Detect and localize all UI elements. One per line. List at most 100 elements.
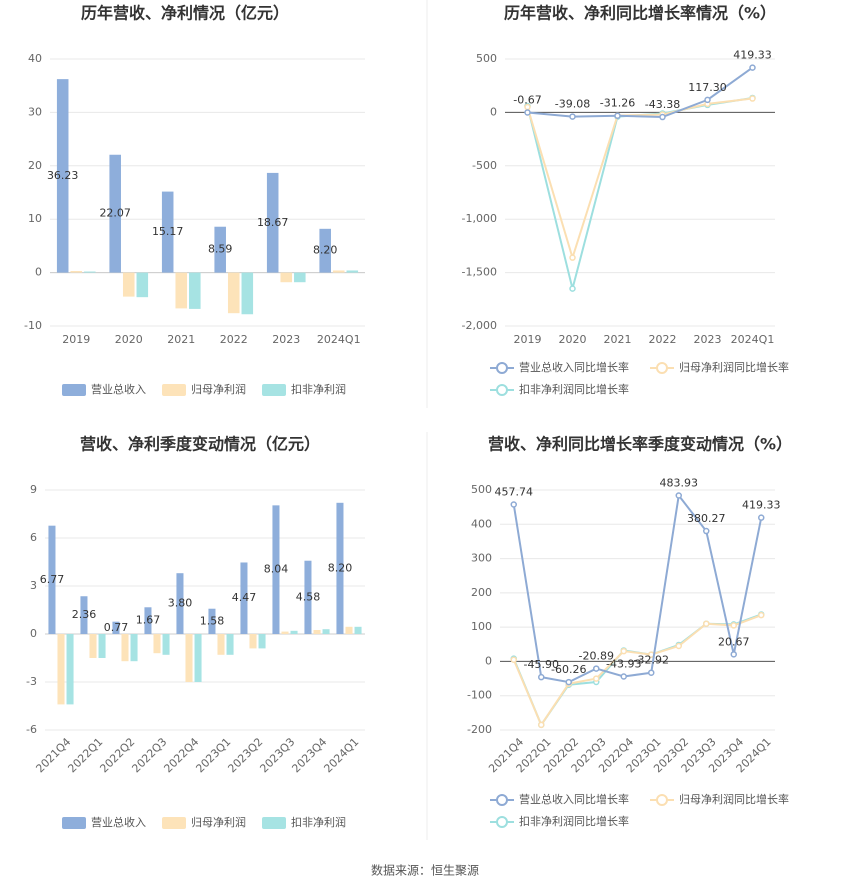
chart-title: 营收、净利季度变动情况（亿元） [80,435,320,454]
bar [136,272,149,298]
line [512,614,762,727]
data-label: -39.08 [555,98,590,111]
point [704,96,711,104]
x-tick-label: 2024Q1 [731,333,775,346]
bar [57,634,65,705]
legend-swatch [262,817,286,829]
y-tick-label: -500 [472,159,497,172]
bar [266,172,279,273]
bar [272,505,280,634]
legend-label: 归母净利润 [191,815,246,829]
data-label: 380.27 [687,512,726,525]
bar [226,634,234,655]
bar [345,626,353,634]
bar [336,502,344,634]
y-tick-label: 400 [471,517,492,530]
data-label: 419.33 [742,499,781,512]
y-tick-label: 40 [28,52,42,65]
y-tick-label: 3 [30,579,37,592]
point [565,678,572,686]
line [512,493,763,684]
y-tick-label: -100 [467,689,492,702]
y-tick-label: 300 [471,552,492,565]
legend-swatch [496,362,508,374]
bar [80,596,88,634]
point [524,109,531,116]
y-tick-label: -1,500 [462,266,497,279]
legend-label: 营业总收入 [91,815,146,829]
x-tick-label: 2022 [649,333,677,346]
point [569,285,576,292]
y-tick-label: -200 [467,723,492,736]
bar [214,226,226,273]
bar [241,272,254,315]
legend-label: 归母净利润同比增长率 [679,792,789,806]
point [620,647,627,655]
data-label: 36.23 [47,169,79,182]
bar [280,272,293,283]
point [614,112,621,119]
x-tick-label: 2020 [559,333,587,346]
source: 数据来源：恒生聚源 [371,863,479,878]
bar [112,621,120,634]
data-label: 8.20 [328,561,353,574]
legend-label: 扣非净利润同比增长率 [519,814,629,828]
point [675,492,682,499]
bar [322,629,330,634]
bar [313,630,321,634]
data-label: -20.89 [579,650,614,663]
x-tick-label: 2021 [604,333,632,346]
y-tick-label: -2,000 [462,319,497,332]
data-label: 8.20 [313,244,338,257]
data-label: 419.33 [733,49,772,62]
point [749,95,756,102]
point [510,501,517,508]
data-label: 6.77 [40,573,65,586]
y-tick-label: 500 [471,483,492,496]
bar [122,272,135,297]
data-label: 3.80 [168,597,193,610]
bar [161,191,174,273]
legend-swatch [656,362,668,374]
legend-label: 营业总收入同比增长率 [519,360,629,374]
x-tick-label: 2019 [514,333,542,346]
point [620,673,627,680]
bar [258,634,266,649]
bar [84,271,96,273]
data-label: 18.67 [257,216,289,229]
y-tick-label: -3 [26,675,37,688]
bar [319,228,331,273]
bar [185,634,193,682]
legend-swatch [496,816,508,828]
x-tick-label: 2023 [694,333,722,346]
legend-label: 归母净利润同比增长率 [679,360,789,374]
data-label: 0.77 [104,621,129,634]
x-tick-label: 2021 [167,333,195,346]
data-label: 22.07 [99,207,131,220]
point [758,514,765,521]
chart-title: 历年营收、净利情况（亿元） [81,4,289,23]
point [758,611,765,619]
point [749,64,756,71]
bar [130,634,138,662]
bar [217,634,225,655]
y-tick-label: 0 [30,627,37,640]
point [569,113,576,120]
bar [281,631,289,634]
bar [66,634,74,705]
data-label: 483.93 [660,477,699,490]
legend-label: 扣非净利润同比增长率 [519,382,629,396]
bar [240,562,248,634]
data-label: -60.26 [551,663,586,676]
x-tick-label: 2022 [220,333,248,346]
line [527,66,754,119]
y-tick-label: 500 [476,52,497,65]
bar [189,272,201,309]
data-label: -0.67 [513,93,541,106]
point [703,620,710,627]
legend-swatch [62,817,86,829]
x-tick-label: 2024Q1 [317,333,361,346]
y-tick-label: 100 [471,620,492,633]
data-label: -32.92 [634,654,669,667]
